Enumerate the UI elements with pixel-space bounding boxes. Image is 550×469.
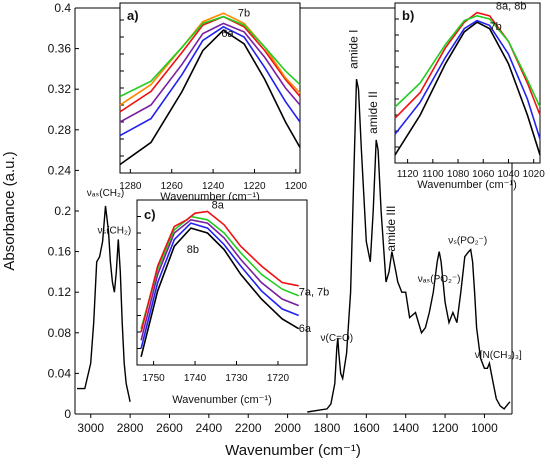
inset-x-tick-label: 1020 (523, 169, 546, 180)
peak-label: νₛ(PO₂⁻) (448, 235, 487, 246)
x-tick-label: 1200 (432, 421, 459, 435)
peak-labels: νₐₛ(CH₂) νₛ(CH₂) amide I amide II amide III ν… (87, 30, 522, 362)
x-tick-label: 2800 (117, 421, 144, 435)
inset-x-tick-label: 1060 (472, 169, 495, 180)
main-spectrum (77, 78, 511, 413)
x-tick-label: 1000 (471, 421, 498, 435)
inset-curve (394, 19, 541, 140)
inset-c: 1750 1740 1730 1720 8a 8b 7a, 7b 6a c) Wavenumb… (136, 199, 330, 406)
inset-x-tick-label: 1200 (285, 181, 308, 192)
inset-a-label: a) (127, 8, 139, 23)
y-tick-label: 0 (64, 407, 71, 421)
inset-curve (119, 12, 301, 106)
inset-x-tick-label: 1080 (447, 169, 470, 180)
inset-curve (394, 11, 541, 119)
peak-label: νₐₛ(PO₂⁻) (418, 274, 461, 285)
x-tick-label: 1600 (353, 421, 380, 435)
inset-b-label: b) (402, 8, 414, 23)
peak-label: ν(C=O) (321, 333, 354, 344)
inset-curve (140, 218, 299, 341)
peak-label: ν[N(CH₃)₃] (475, 350, 522, 361)
inset-x-tick-label: 1120 (397, 169, 419, 180)
inset-curve-label: 6a (221, 28, 234, 40)
peak-label: νₛ(CH₂) (98, 225, 132, 236)
y-tick-label: 0.04 (48, 366, 72, 380)
x-axis-label: Wavenumber (cm⁻¹) (225, 442, 361, 459)
inset-b-xlabel: Wavenumber (cm⁻¹) (417, 179, 517, 191)
y-tick-label: 0.28 (48, 123, 72, 137)
inset-x-tick-label: 1720 (267, 373, 290, 384)
inset-curve (119, 15, 301, 98)
inset-x-tick-label: 1750 (142, 373, 165, 384)
spectrum-segment-2 (307, 78, 511, 413)
inset-curve (119, 22, 301, 123)
inset-curve-label: 7b (490, 21, 502, 33)
inset-curve (140, 222, 299, 349)
peak-label: νₐₛ(CH₂) (87, 188, 124, 199)
inset-x-tick-label: 1730 (225, 373, 248, 384)
inset-x-tick-label: 1240 (202, 181, 225, 192)
inset-x-tick-label: 1220 (243, 181, 266, 192)
inset-x-tick-label: 1260 (161, 181, 184, 192)
y-tick-label: 0.24 (48, 163, 72, 177)
inset-x-tick-label: 1100 (422, 169, 444, 180)
inset-curve (394, 14, 541, 108)
x-tick-label: 2200 (235, 421, 262, 435)
inset-b: 1120 1100 1080 1060 1040 1020 8a, 8b 7b b) Wave… (394, 0, 546, 191)
x-tick-label: 3000 (77, 421, 104, 435)
y-tick-label: 0.2 (54, 204, 71, 218)
inset-c-xlabel: Wavenumber (cm⁻¹) (172, 394, 272, 406)
y-tick-label: 0.4 (54, 1, 71, 15)
inset-curve (140, 210, 299, 333)
y-tick-label: 0.36 (48, 42, 72, 56)
x-tick-label: 1400 (392, 421, 419, 435)
y-tick-label: 0.32 (48, 82, 72, 96)
inset-curve-label: 6a (299, 323, 312, 335)
inset-curve-label: 8a, 8b (496, 0, 527, 12)
y-tick-labels: 0 0.04 0.08 0.12 0.16 0.2 0.24 0.28 0.32 0.36 0.4 (48, 1, 79, 421)
inset-c-label: c) (144, 207, 156, 222)
inset-curve-label: 8b (187, 244, 199, 256)
y-tick-label: 0.12 (48, 285, 72, 299)
inset-curve (140, 215, 299, 329)
y-tick-label: 0.08 (48, 326, 72, 340)
inset-curve (119, 29, 301, 166)
inset-x-tick-label: 1280 (119, 181, 142, 192)
inset-curve-label: 8a (212, 199, 225, 211)
x-tick-labels: 3000 2800 2600 2400 2200 2000 1800 1600 1400 1200… (77, 414, 498, 435)
x-tick-label: 2000 (274, 421, 301, 435)
inset-curve (394, 21, 541, 156)
inset-curve (119, 25, 301, 137)
inset-curve-label: 7b (238, 8, 250, 20)
inset-x-tick-label: 1740 (184, 373, 207, 384)
spectrum-segment-1 (77, 205, 131, 402)
peak-label: amide I (346, 30, 360, 69)
x-tick-label: 2600 (156, 421, 183, 435)
inset-x-tick-label: 1040 (497, 169, 520, 180)
x-tick-label: 2400 (196, 421, 223, 435)
y-tick-label: 0.16 (48, 245, 72, 259)
y-axis-label: Absorbance (a.u.) (1, 151, 18, 270)
inset-curve-label: 7a, 7b (299, 287, 330, 299)
x-tick-label: 1800 (314, 421, 341, 435)
peak-label: amide III (384, 206, 398, 252)
inset-curve (140, 227, 300, 357)
peak-label: amide II (366, 91, 380, 134)
